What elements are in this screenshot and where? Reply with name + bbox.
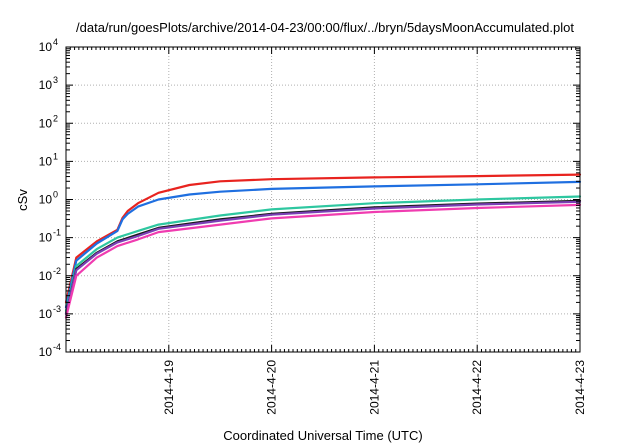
x-tick-label: 2014-4-19 [162,360,176,415]
y-tick-exponent: 2 [53,113,58,123]
y-tick-label: 10 -2 [39,266,61,283]
y-tick-exponent: -1 [53,228,61,238]
y-tick-label: 10 0 [39,190,58,207]
y-tick-label: 10 4 [39,37,58,54]
series-line-6 [64,203,582,319]
y-tick-base: 10 [39,193,53,207]
ticks [66,46,581,353]
y-tick-base: 10 [39,231,53,245]
x-tick-label: 2014-4-21 [367,360,381,415]
series-group [64,173,582,319]
series-line-5 [64,200,582,315]
x-axis-label: Coordinated Universal Time (UTC) [223,428,422,443]
y-tick-label: 10 2 [39,113,58,130]
y-tick-base: 10 [39,116,53,130]
y-tick-exponent: 0 [53,190,58,200]
x-tick-label: 2014-4-22 [470,360,484,415]
y-tick-base: 10 [39,154,53,168]
y-tick-exponent: 3 [53,75,58,85]
y-tick-base: 10 [39,78,53,92]
x-tick-label: 2014-4-23 [573,360,587,415]
y-tick-label: 10 3 [39,75,58,92]
y-tick-label: 10 -1 [39,228,61,245]
y-tick-exponent: -3 [53,304,61,314]
y-axis-label: cSv [15,189,30,211]
y-tick-exponent: 1 [53,151,58,161]
chart-title: /data/run/goesPlots/archive/2014-04-23/0… [76,20,574,35]
y-tick-base: 10 [39,307,53,321]
y-tick-label: 10 -4 [39,342,61,359]
x-tick-label: 2014-4-20 [265,360,279,415]
series-line-2 [64,180,582,309]
y-tick-base: 10 [39,345,53,359]
y-tick-base: 10 [39,269,53,283]
x-tick-labels: 2014-4-19 2014-4-20 2014-4-21 2014-4-22 2014… [162,360,587,415]
y-tick-exponent: -4 [53,342,61,352]
y-tick-label: 10 1 [39,151,58,168]
y-tick-label: 10 -3 [39,304,61,321]
y-tick-exponent: 4 [53,37,58,47]
series-line-4 [64,199,582,315]
series-line-3 [64,195,582,312]
series-line-1 [64,173,582,304]
y-tick-exponent: -2 [53,266,61,276]
y-tick-base: 10 [39,40,53,54]
